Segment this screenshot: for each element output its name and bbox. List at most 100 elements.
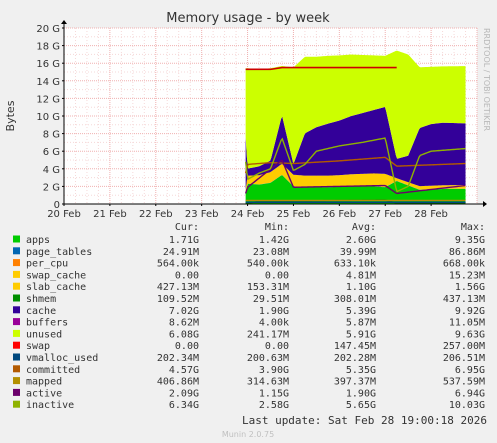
y-tick-label: 10 G (36, 112, 60, 123)
legend-value-avg: 147.45M (334, 341, 376, 352)
legend-label: slab_cache (26, 282, 86, 293)
legend-value-cur: 406.86M (157, 377, 199, 388)
legend-swatch (13, 388, 20, 396)
legend-value-max: 10.03G (449, 400, 485, 411)
legend-swatch (13, 400, 20, 408)
y-tick-label: 18 G (36, 42, 60, 53)
legend-value-max: 437.13M (443, 294, 485, 305)
legend-value-cur: 0.00 (175, 341, 199, 352)
y-axis-arrow (61, 20, 67, 24)
line-active (244, 160, 466, 195)
legend-swatch (13, 259, 20, 267)
legend-label: shmem (26, 294, 56, 305)
axes: 0 2 G 4 G 6 G 8 G 10 G 12 G 14 G 16 G 18 G 20 G 20 … (36, 20, 487, 220)
legend-value-max: 668.00k (443, 259, 485, 270)
legend-header-cur: Cur: (175, 222, 199, 233)
legend-swatch (13, 282, 20, 290)
legend-value-cur: 2.09G (169, 388, 199, 399)
legend-value-max: 1.56G (455, 282, 485, 293)
legend-value-cur: 6.34G (169, 400, 199, 411)
y-tick-label: 4 G (43, 165, 60, 176)
y-tick-label: 14 G (36, 77, 60, 88)
series-lines (244, 66, 466, 205)
y-tick-label: 2 G (43, 182, 60, 193)
legend-value-min: 0.00 (265, 270, 289, 281)
x-tick-label: 22 Feb (139, 209, 173, 220)
legend-value-max: 11.05M (449, 318, 485, 329)
legend-value-cur: 0.00 (175, 270, 199, 281)
legend-label: unused (26, 329, 62, 340)
legend-value-avg: 5.39G (346, 306, 376, 317)
legend-value-avg: 1.10G (346, 282, 376, 293)
legend-swatch (13, 294, 20, 302)
legend-value-cur: 8.62M (169, 318, 199, 329)
x-tick-label: 25 Feb (277, 209, 311, 220)
legend-value-cur: 427.13M (157, 282, 199, 293)
x-tick-label: 28 Feb (414, 209, 448, 220)
legend-label: apps (26, 235, 50, 246)
x-tick-label: 23 Feb (185, 209, 219, 220)
legend-label: active (26, 388, 62, 399)
legend-swatch (13, 306, 20, 314)
legend-value-min: 241.17M (247, 329, 289, 340)
x-tick-label: 27 Feb (368, 209, 402, 220)
legend-label: inactive (26, 400, 74, 411)
x-tick-label: 20 Feb (47, 209, 81, 220)
legend-value-min: 1.90G (259, 306, 289, 317)
legend-value-max: 86.86M (449, 247, 485, 258)
legend-value-max: 6.95G (455, 365, 485, 376)
legend-value-cur: 6.08G (169, 329, 199, 340)
legend-swatch (13, 365, 20, 373)
legend-value-min: 200.63M (247, 353, 289, 364)
x-tick-label: 24 Feb (231, 209, 265, 220)
legend-header-avg: Avg: (352, 222, 376, 233)
legend-value-min: 3.90G (259, 365, 289, 376)
legend-swatch (13, 377, 20, 385)
legend-label: buffers (26, 318, 68, 329)
line-committed (244, 156, 466, 174)
legend-value-min: 2.58G (259, 400, 289, 411)
y-tick-label: 6 G (43, 147, 60, 158)
legend-label: per_cpu (26, 259, 68, 270)
legend-value-max: 15.23M (449, 270, 485, 281)
legend-swatch (13, 318, 20, 326)
last-update: Last update: Sat Feb 28 19:00:18 2026 (242, 414, 487, 427)
legend-value-min: 4.00k (259, 318, 289, 329)
legend-value-avg: 5.87M (346, 318, 376, 329)
legend-value-min: 1.42G (259, 235, 289, 246)
x-tick-label: 26 Feb (323, 209, 357, 220)
legend-value-min: 1.15G (259, 388, 289, 399)
legend-value-max: 257.00M (443, 341, 485, 352)
legend-value-min: 29.51M (253, 294, 289, 305)
watermark: RRDTOOL / TOBI OETIKER (482, 28, 491, 131)
legend-value-avg: 39.99M (340, 247, 376, 258)
legend-label: committed (26, 365, 80, 376)
y-tick-label: 16 G (36, 59, 60, 70)
legend-label: vmalloc_used (26, 353, 98, 364)
y-tick-label: 12 G (36, 94, 60, 105)
legend-value-cur: 7.02G (169, 306, 199, 317)
y-tick-label: 20 G (36, 24, 60, 35)
legend-label: mapped (26, 377, 62, 388)
legend-value-cur: 202.34M (157, 353, 199, 364)
area-unused (245, 50, 466, 169)
legend-label: swap (26, 341, 50, 352)
y-tick-label: 8 G (43, 130, 60, 141)
legend-value-max: 206.51M (443, 353, 485, 364)
x-axis-arrow (483, 201, 487, 207)
legend-swatch (13, 247, 20, 255)
munin-version: Munin 2.0.75 (222, 430, 274, 439)
legend-value-min: 0.00 (265, 341, 289, 352)
legend-value-max: 9.92G (455, 306, 485, 317)
legend-value-avg: 5.91G (346, 329, 376, 340)
legend-value-cur: 24.91M (163, 247, 199, 258)
legend-value-avg: 5.65G (346, 400, 376, 411)
x-tick-label: 21 Feb (93, 209, 127, 220)
legend-value-min: 314.63M (247, 377, 289, 388)
legend-value-avg: 397.37M (334, 377, 376, 388)
legend-value-min: 153.31M (247, 282, 289, 293)
legend-header-min: Min: (265, 222, 289, 233)
legend-swatch (13, 235, 20, 243)
